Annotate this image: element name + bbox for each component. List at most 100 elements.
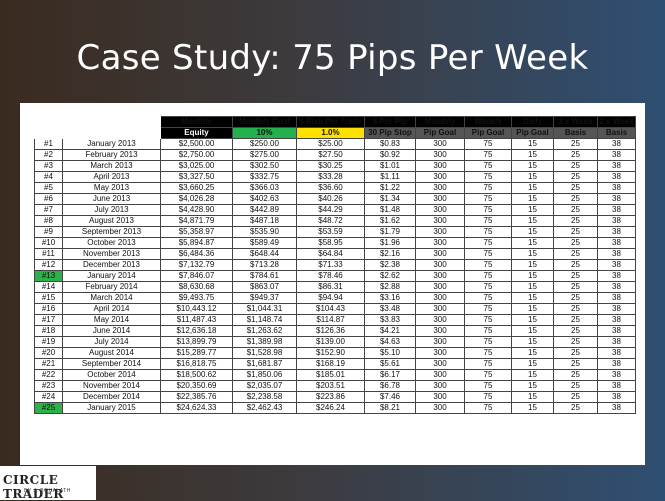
- table-cell: 15: [511, 259, 554, 271]
- table-row: #17 May 2014 $11,487.43 $1,148.74 $114.87 $3.…: [34, 314, 636, 326]
- table-row: #16 April 2014 $10,443.12 $1,044.31 $104.43 $…: [34, 303, 636, 315]
- column-header-8: Daily: [511, 116, 554, 128]
- table-cell: 300: [415, 303, 465, 315]
- table-cell: 38: [597, 160, 636, 172]
- table-cell: 38: [597, 347, 636, 359]
- table-cell: $2,500.00: [160, 138, 233, 150]
- table-row: #10 October 2013 $5,894.87 $589.49 $58.95 $1.…: [34, 237, 636, 249]
- table-cell: $250.00: [232, 138, 297, 150]
- table-cell: $949.37: [232, 292, 297, 304]
- table-cell: 25: [553, 358, 598, 370]
- column-header-4: $ Risk Per Trade: [296, 116, 365, 128]
- table-cell: 25: [553, 303, 598, 315]
- table-cell: 75: [464, 369, 512, 381]
- table-cell: 75: [464, 402, 512, 414]
- table-cell: $648.44: [232, 248, 297, 260]
- table-cell: $4.21: [364, 325, 416, 337]
- table-cell: $2.62: [364, 270, 416, 282]
- column-header-9: 3 x Week: [553, 116, 598, 128]
- table-cell: $1,044.31: [232, 303, 297, 315]
- row-index: #22: [34, 369, 63, 381]
- table-cell: $9,493.75: [160, 292, 233, 304]
- table-cell: $139.00: [296, 336, 365, 348]
- table-cell: 38: [597, 391, 636, 403]
- table-cell: $1.22: [364, 182, 416, 194]
- row-index: #21: [34, 358, 63, 370]
- table-cell: $126.36: [296, 325, 365, 337]
- table-cell: $442.89: [232, 204, 297, 216]
- row-index: #18: [34, 325, 63, 337]
- table-cell: $1.79: [364, 226, 416, 238]
- table-cell: 25: [553, 149, 598, 161]
- column-subheader-10: Basis: [597, 127, 636, 139]
- row-index: #2: [34, 149, 63, 161]
- table-cell: 25: [553, 369, 598, 381]
- row-month: February 2014: [62, 281, 161, 293]
- table-cell: $0.83: [364, 138, 416, 150]
- table-cell: 25: [553, 270, 598, 282]
- table-cell: 15: [511, 160, 554, 172]
- table-panel: Monthly Monthly Goal $ Risk Per Trade $ Per…: [20, 103, 645, 465]
- table-cell: $3,025.00: [160, 160, 233, 172]
- table-cell: $2,035.07: [232, 380, 297, 392]
- row-month: August 2013: [62, 215, 161, 227]
- table-cell: $20,350.69: [160, 380, 233, 392]
- table-cell: $16,818.75: [160, 358, 233, 370]
- table-cell: $25.00: [296, 138, 365, 150]
- table-row: #11 November 2013 $6,484.36 $648.44 $64.84 $2…: [34, 248, 636, 260]
- table-cell: $8,630.68: [160, 281, 233, 293]
- table-cell: $366.03: [232, 182, 297, 194]
- table-cell: 15: [511, 314, 554, 326]
- table-cell: $1.01: [364, 160, 416, 172]
- table-cell: 75: [464, 325, 512, 337]
- table-cell: 38: [597, 358, 636, 370]
- table-cell: 15: [511, 193, 554, 205]
- table-cell: 75: [464, 391, 512, 403]
- table-cell: 25: [553, 281, 598, 293]
- table-cell: $36.60: [296, 182, 365, 194]
- table-row: #9 September 2013 $5,358.97 $535.90 $53.59 $1…: [34, 226, 636, 238]
- table-cell: 25: [553, 325, 598, 337]
- table-cell: 25: [553, 237, 598, 249]
- table-cell: 15: [511, 149, 554, 161]
- table-cell: 15: [511, 402, 554, 414]
- table-cell: $1,263.62: [232, 325, 297, 337]
- table-cell: 15: [511, 369, 554, 381]
- table-cell: 15: [511, 248, 554, 260]
- table-cell: 300: [415, 314, 465, 326]
- table-cell: 75: [464, 215, 512, 227]
- table-cell: 15: [511, 347, 554, 359]
- table-cell: $4,428.90: [160, 204, 233, 216]
- column-subheader-2: Equity: [160, 127, 233, 139]
- table-cell: $40.26: [296, 193, 365, 205]
- table-cell: 300: [415, 182, 465, 194]
- column-subheader-1: [62, 127, 161, 139]
- table-cell: $13,899.79: [160, 336, 233, 348]
- table-cell: 75: [464, 358, 512, 370]
- logo-name: CIRCLE TRADER: [3, 473, 64, 501]
- table-row: #3 March 2013 $3,025.00 $302.50 $30.25 $1.01 3…: [34, 160, 636, 172]
- table-cell: 300: [415, 369, 465, 381]
- table-cell: $7.46: [364, 391, 416, 403]
- table-row: #8 August 2013 $4,871.79 $487.18 $48.72 $1.62…: [34, 215, 636, 227]
- header-row-top: Monthly Monthly Goal $ Risk Per Trade $ Per…: [34, 116, 636, 128]
- table-cell: 15: [511, 204, 554, 216]
- row-month: June 2013: [62, 193, 161, 205]
- table-cell: 75: [464, 204, 512, 216]
- table-cell: $275.00: [232, 149, 297, 161]
- table-cell: 15: [511, 358, 554, 370]
- table-cell: $1,850.06: [232, 369, 297, 381]
- table-cell: 300: [415, 358, 465, 370]
- table-cell: $3.48: [364, 303, 416, 315]
- table-cell: $104.43: [296, 303, 365, 315]
- table-cell: 25: [553, 336, 598, 348]
- table-row: #14 February 2014 $8,630.68 $863.07 $86.31 $2…: [34, 281, 636, 293]
- table-cell: 300: [415, 281, 465, 293]
- table-cell: 25: [553, 314, 598, 326]
- table-cell: 300: [415, 226, 465, 238]
- column-header-3: Monthly Goal: [232, 116, 297, 128]
- row-index: #7: [34, 204, 63, 216]
- table-cell: 300: [415, 237, 465, 249]
- table-cell: $6.17: [364, 369, 416, 381]
- table-cell: $1.11: [364, 171, 416, 183]
